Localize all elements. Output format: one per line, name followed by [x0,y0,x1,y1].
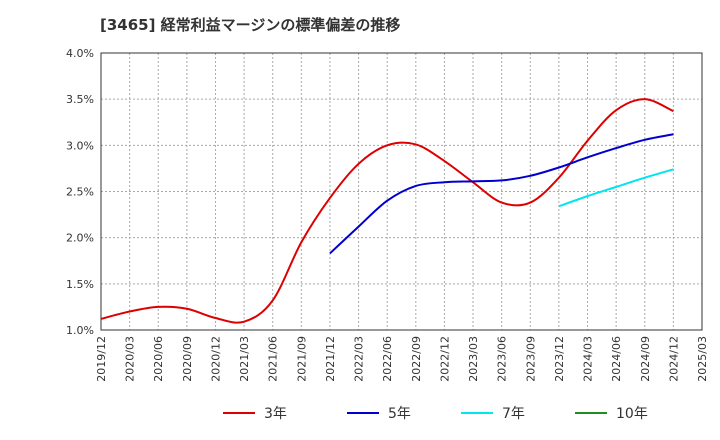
y-tick-label: 1.5% [66,278,94,291]
x-tick-label: 2019/12 [95,336,108,382]
x-tick-label: 2021/12 [324,336,337,382]
x-tick-label: 2024/12 [667,336,680,382]
x-tick-label: 2023/03 [467,336,480,382]
y-tick-label: 2.0% [66,232,94,245]
x-tick-label: 2022/06 [381,336,394,382]
x-tick-label: 2021/09 [295,336,308,382]
series-line [558,168,674,208]
y-tick-label: 1.0% [66,324,94,337]
x-tick-label: 2020/03 [124,336,137,382]
x-tick-label: 2020/06 [152,336,165,382]
legend-label: 7年 [502,406,525,422]
series-line [100,98,674,324]
legend-label: 3年 [264,406,287,422]
x-tick-label: 2024/03 [582,336,595,382]
x-tick-label: 2020/09 [181,336,194,382]
y-tick-label: 4.0% [66,47,94,60]
plot-frame [100,52,703,331]
x-tick-label: 2023/12 [553,336,566,382]
x-tick-label: 2025/03 [696,336,709,382]
x-tick-label: 2023/06 [496,336,509,382]
x-tick-label: 2024/06 [610,336,623,382]
legend-label: 10年 [616,406,648,422]
x-tick-label: 2020/12 [209,336,222,382]
x-tick-label: 2022/12 [438,336,451,382]
series-line [329,133,674,255]
legend-label: 5年 [388,406,411,422]
x-tick-label: 2024/09 [639,336,652,382]
y-tick-label: 3.5% [66,93,94,106]
x-tick-label: 2023/09 [524,336,537,382]
y-tick-label: 3.0% [66,139,94,152]
x-tick-label: 2022/09 [410,336,423,382]
chart-title: [3465] 経常利益マージンの標準偏差の推移 [100,16,401,34]
x-tick-label: 2021/03 [238,336,251,382]
y-tick-label: 2.5% [66,186,94,199]
x-tick-label: 2021/06 [267,336,280,382]
x-tick-label: 2022/03 [353,336,366,382]
